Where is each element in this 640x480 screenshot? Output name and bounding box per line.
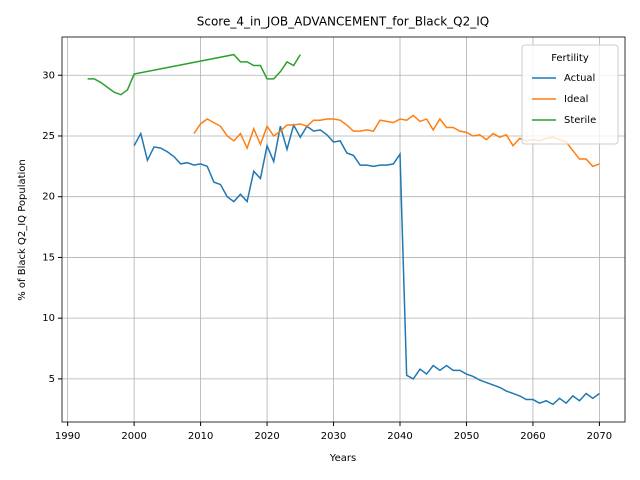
plot-frame xyxy=(61,36,626,423)
y-tick-label: 15 xyxy=(42,252,55,263)
legend-label: Sterile xyxy=(564,115,596,126)
x-tick-label: 2050 xyxy=(454,431,479,442)
x-tick-label: 2040 xyxy=(387,431,412,442)
series-line xyxy=(87,53,301,96)
x-tick-label: 2000 xyxy=(121,431,146,442)
y-tick-label: 10 xyxy=(42,313,55,324)
series-line xyxy=(133,123,600,406)
y-axis-label: % of Black Q2_IQ Population xyxy=(17,159,28,301)
y-tick-label: 20 xyxy=(42,192,55,203)
legend-label: Actual xyxy=(564,73,595,84)
y-tick-label: 5 xyxy=(49,374,55,385)
legend-title: Fertility xyxy=(551,53,589,64)
x-axis-label: Years xyxy=(329,453,356,464)
y-tick-label: 25 xyxy=(42,131,55,142)
x-tick-label: 2030 xyxy=(321,431,346,442)
chart-title: Score_4_in_JOB_ADVANCEMENT_for_Black_Q2_… xyxy=(197,15,490,29)
y-tick-label: 30 xyxy=(42,70,55,81)
x-tick-label: 2020 xyxy=(254,431,279,442)
legend-label: Ideal xyxy=(564,94,588,105)
x-tick-label: 1990 xyxy=(55,431,80,442)
x-tick-label: 2070 xyxy=(587,431,612,442)
x-tick-label: 2060 xyxy=(520,431,545,442)
x-tick-label: 2010 xyxy=(188,431,213,442)
